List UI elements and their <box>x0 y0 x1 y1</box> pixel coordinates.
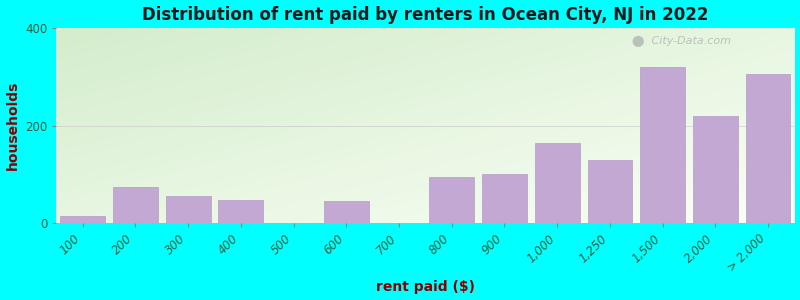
Bar <box>482 174 527 223</box>
Bar <box>693 116 738 223</box>
Bar <box>640 67 685 223</box>
Y-axis label: households: households <box>6 81 19 170</box>
Bar <box>746 74 790 223</box>
X-axis label: rent paid ($): rent paid ($) <box>376 280 475 294</box>
Bar <box>430 177 474 223</box>
Title: Distribution of rent paid by renters in Ocean City, NJ in 2022: Distribution of rent paid by renters in … <box>142 6 709 24</box>
Bar <box>324 201 369 223</box>
Text: ⬤  City-Data.com: ⬤ City-Data.com <box>632 36 731 47</box>
Bar <box>60 216 105 223</box>
Bar <box>166 196 210 223</box>
Bar <box>113 187 158 223</box>
Bar <box>218 200 263 223</box>
Bar <box>535 142 580 223</box>
Bar <box>587 160 632 223</box>
